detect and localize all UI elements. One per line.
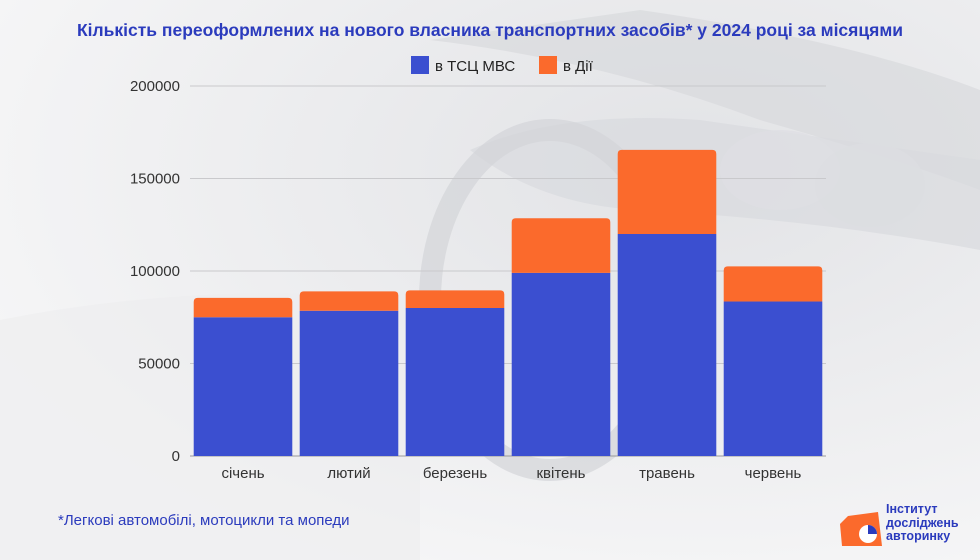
bar-segment-tsc	[511, 272, 611, 456]
x-tick-label: квітень	[536, 465, 585, 482]
institute-logo-icon	[840, 512, 882, 546]
y-tick-label: 150000	[130, 171, 180, 188]
bar-segment-diia	[405, 290, 505, 308]
y-tick-label: 200000	[130, 78, 180, 95]
gridlines	[190, 85, 826, 457]
bar-segment-diia	[617, 149, 717, 234]
y-axis-ticks: 0 50000 100000 150000 200000	[130, 78, 180, 465]
bar-segment-tsc	[193, 317, 293, 456]
legend-swatch-diia	[539, 56, 557, 74]
y-tick-label: 0	[172, 448, 180, 465]
x-axis-ticks: січень лютий березень квітень травень червень	[221, 465, 801, 482]
x-tick-label: червень	[745, 465, 802, 482]
bar-segment-diia	[723, 266, 823, 302]
legend: в ТСЦ МВС в Дії	[411, 56, 594, 75]
x-tick-label: березень	[423, 465, 487, 482]
bars	[193, 149, 823, 456]
footnote: *Легкові автомобілі, мотоцикли та мопеди	[58, 512, 350, 529]
bar-segment-diia	[299, 291, 399, 311]
legend-label-diia: в Дії	[563, 58, 594, 75]
y-tick-label: 50000	[138, 356, 180, 373]
logo-text: Інститут досліджень авторинку	[886, 502, 959, 544]
bar-segment-tsc	[723, 301, 823, 456]
logo-line-1: Інститут	[886, 502, 938, 516]
x-tick-label: січень	[221, 465, 264, 482]
bar-segment-tsc	[617, 234, 717, 456]
chart-title: Кількість переоформлених на нового власн…	[76, 20, 904, 40]
bar-segment-tsc	[299, 310, 399, 456]
x-tick-label: лютий	[327, 465, 370, 482]
x-tick-label: травень	[639, 465, 695, 482]
legend-swatch-tsc	[411, 56, 429, 74]
bar-segment-tsc	[405, 308, 505, 456]
legend-label-tsc: в ТСЦ МВС	[435, 58, 515, 75]
logo-line-2: досліджень	[886, 515, 959, 530]
logo-line-3: авторинку	[886, 529, 951, 543]
bar-segment-diia	[193, 297, 293, 318]
y-tick-label: 100000	[130, 263, 180, 280]
bar-segment-diia	[511, 218, 611, 273]
